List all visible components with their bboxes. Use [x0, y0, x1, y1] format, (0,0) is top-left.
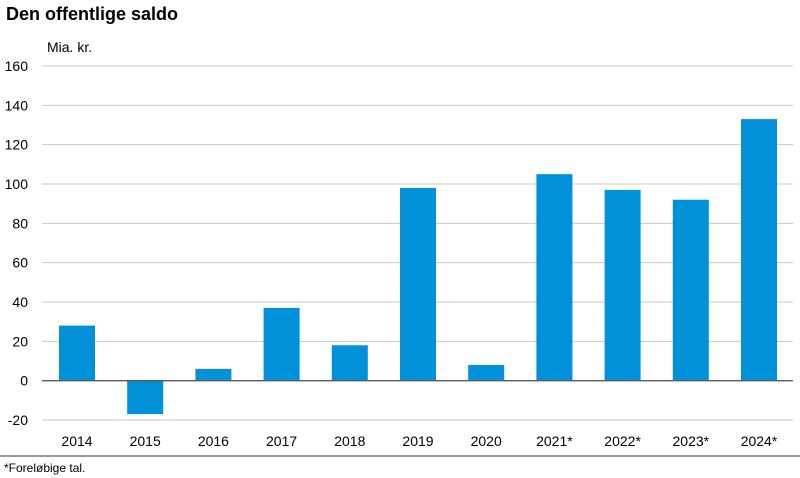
bar-2019	[400, 187, 436, 381]
x-tick-label: 2022*	[604, 433, 641, 449]
y-tick-label: 60	[12, 255, 28, 271]
y-tick-label: -20	[8, 412, 28, 428]
y-tick-label: 20	[12, 333, 28, 349]
y-tick-label: 80	[12, 215, 28, 231]
y-tick-label: 160	[5, 58, 29, 74]
y-tick-label: 0	[20, 373, 28, 389]
bar-2022	[604, 189, 641, 381]
y-tick-label: 140	[5, 97, 29, 113]
chart-title: Den offentlige saldo	[6, 4, 179, 24]
bar-2021	[536, 174, 573, 381]
bar-2014	[59, 325, 95, 381]
x-tick-label: 2023*	[673, 433, 710, 449]
bars	[59, 119, 777, 415]
bar-2020	[468, 364, 505, 381]
bar-2024	[741, 119, 777, 381]
x-tick-label: 2019	[402, 433, 433, 449]
x-tick-label: 2024*	[741, 433, 778, 449]
y-tick-label: 40	[12, 294, 28, 310]
y-tick-label: 120	[5, 137, 29, 153]
x-tick-labels: 2014 2015 2016 2017 2018 2019 2020 2021* 2022* 20…	[61, 433, 777, 449]
x-tick-label: 2017	[266, 433, 297, 449]
x-tick-label: 2021*	[536, 433, 573, 449]
bar-2015	[127, 380, 164, 415]
x-tick-label: 2020	[471, 433, 502, 449]
bar-2017	[263, 307, 300, 381]
y-axis-label: Mia. kr.	[47, 39, 92, 55]
x-tick-label: 2014	[61, 433, 92, 449]
x-tick-label: 2016	[198, 433, 229, 449]
bar-2016	[195, 368, 232, 381]
bar-2023	[672, 199, 709, 381]
footnote: *Foreløbige tal.	[4, 461, 86, 475]
y-tick-label: 100	[5, 176, 29, 192]
x-tick-label: 2018	[334, 433, 365, 449]
x-tick-label: 2015	[130, 433, 161, 449]
y-tick-labels: -20 0 20 40 60 80 100 120 140 160	[5, 58, 29, 428]
bar-2018	[331, 345, 368, 381]
